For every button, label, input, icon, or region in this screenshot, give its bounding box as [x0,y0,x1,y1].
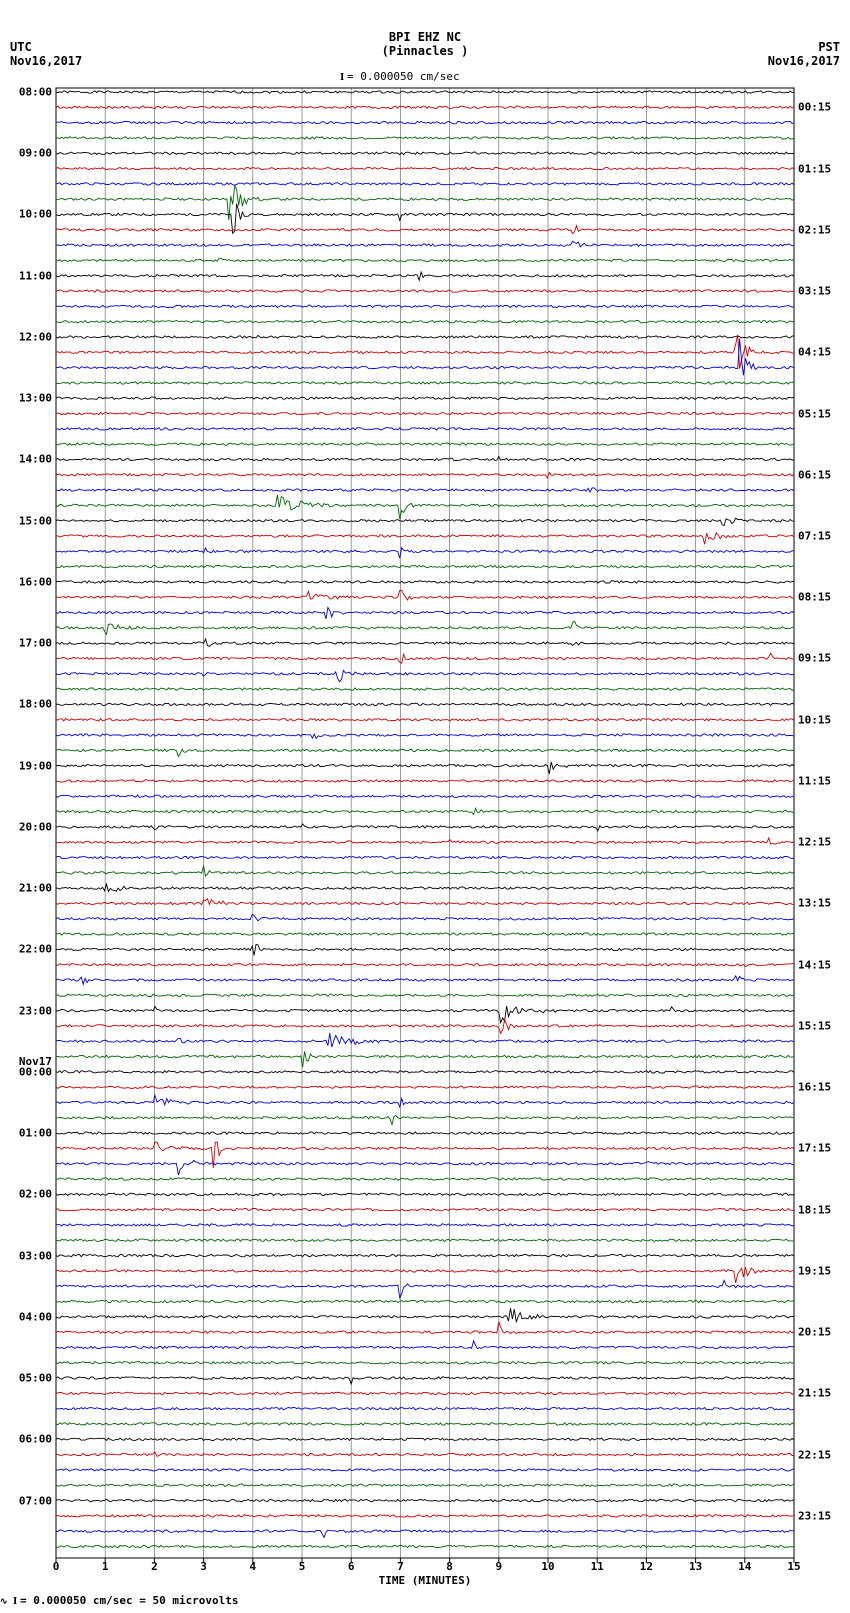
pst-hour-label: 19:15 [798,1264,831,1277]
utc-hour-label: 15:00 [19,514,52,527]
pst-hour-label: 01:15 [798,162,831,175]
x-tick-label: 3 [200,1560,207,1573]
utc-date-label: Nov17 [19,1055,52,1068]
x-tick-label: 9 [495,1560,502,1573]
pst-hour-label: 15:15 [798,1019,831,1032]
station-name: (Pinnacles ) [382,44,469,58]
left-timezone: UTC [10,40,32,54]
plot-area: TIME (MINUTES) 08:0009:0010:0011:0012:00… [56,88,794,1558]
x-tick-label: 0 [53,1560,60,1573]
utc-hour-label: 10:00 [19,208,52,221]
pst-hour-label: 17:15 [798,1142,831,1155]
x-tick-label: 11 [591,1560,604,1573]
utc-hour-label: 21:00 [19,882,52,895]
utc-hour-label: 22:00 [19,943,52,956]
x-tick-label: 6 [348,1560,355,1573]
pst-hour-label: 09:15 [798,652,831,665]
seismogram-plot: { "header": { "title_line1": "BPI EHZ NC… [0,0,850,1613]
utc-hour-label: 19:00 [19,759,52,772]
footer-scale: ∿ I = 0.000050 cm/sec = 50 microvolts [0,1594,239,1607]
x-tick-label: 14 [738,1560,751,1573]
seismogram-svg [56,88,794,1558]
x-tick-label: 13 [689,1560,702,1573]
pst-hour-label: 02:15 [798,223,831,236]
utc-hour-label: 20:00 [19,820,52,833]
x-axis-label: TIME (MINUTES) [379,1574,472,1587]
x-tick-label: 15 [787,1560,800,1573]
x-tick-label: 4 [249,1560,256,1573]
right-date: Nov16,2017 [768,54,840,68]
pst-hour-label: 13:15 [798,897,831,910]
pst-hour-label: 18:15 [798,1203,831,1216]
utc-hour-label: 02:00 [19,1188,52,1201]
utc-hour-label: 06:00 [19,1433,52,1446]
utc-hour-label: 07:00 [19,1494,52,1507]
utc-hour-label: 23:00 [19,1004,52,1017]
pst-hour-label: 22:15 [798,1448,831,1461]
pst-hour-label: 21:15 [798,1387,831,1400]
pst-hour-label: 16:15 [798,1081,831,1094]
pst-hour-label: 23:15 [798,1509,831,1522]
pst-hour-label: 05:15 [798,407,831,420]
x-tick-label: 1 [102,1560,109,1573]
utc-hour-label: 11:00 [19,269,52,282]
pst-hour-label: 11:15 [798,774,831,787]
x-tick-label: 2 [151,1560,158,1573]
x-tick-label: 10 [541,1560,554,1573]
pst-hour-label: 12:15 [798,836,831,849]
x-tick-label: 8 [446,1560,453,1573]
right-timezone: PST [818,40,840,54]
utc-hour-label: 05:00 [19,1372,52,1385]
utc-hour-label: 03:00 [19,1249,52,1262]
utc-hour-label: 12:00 [19,330,52,343]
x-tick-label: 7 [397,1560,404,1573]
pst-hour-label: 00:15 [798,101,831,114]
x-tick-label: 12 [640,1560,653,1573]
pst-hour-label: 08:15 [798,591,831,604]
utc-hour-label: 18:00 [19,698,52,711]
left-date: Nov16,2017 [10,54,82,68]
pst-hour-label: 04:15 [798,346,831,359]
pst-hour-label: 06:15 [798,468,831,481]
utc-hour-label: 09:00 [19,147,52,160]
utc-hour-label: 16:00 [19,575,52,588]
pst-hour-label: 20:15 [798,1326,831,1339]
utc-hour-label: 04:00 [19,1310,52,1323]
station-code: BPI EHZ NC [389,30,461,44]
pst-hour-label: 03:15 [798,285,831,298]
utc-hour-label: 17:00 [19,637,52,650]
utc-hour-label: 01:00 [19,1127,52,1140]
utc-hour-label: 14:00 [19,453,52,466]
scale-caption: I = 0.000050 cm/sec [340,70,460,83]
utc-hour-label: 13:00 [19,392,52,405]
pst-hour-label: 07:15 [798,529,831,542]
utc-hour-label: 08:00 [19,86,52,99]
x-tick-label: 5 [299,1560,306,1573]
pst-hour-label: 14:15 [798,958,831,971]
pst-hour-label: 10:15 [798,713,831,726]
